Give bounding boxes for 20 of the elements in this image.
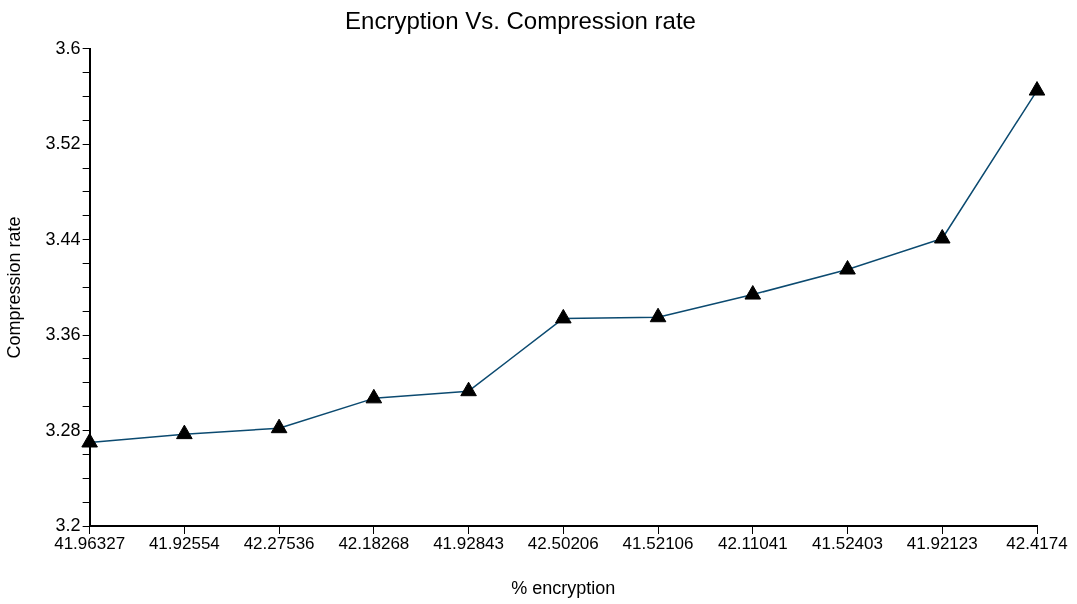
y-tick-label: 3.44 [45,228,81,249]
x-tick-label: 42.50206 [527,533,599,553]
x-tick-label: 41.92554 [148,533,220,553]
x-tick-label: 42.27536 [243,533,315,553]
x-tick-label: 41.96327 [54,533,126,553]
x-tick-label: 41.52106 [622,533,694,553]
y-tick-label: 3.2 [55,514,81,535]
x-tick-label: 42.18268 [338,533,410,553]
y-axis-title: Compression rate [3,216,24,359]
x-axis-title: % encryption [511,578,616,599]
x-tick-label: 41.92123 [906,533,978,553]
x-tick-label: 41.92843 [433,533,505,553]
y-tick-label: 3.6 [55,37,81,58]
chart-title: Encryption Vs. Compression rate [345,7,696,35]
x-tick-label: 41.52403 [812,533,883,553]
x-tick-label: 42.11041 [717,533,788,553]
y-tick-label: 3.52 [45,133,81,154]
y-tick-label: 3.28 [45,419,81,440]
x-tick-label: 42.4174 [1006,533,1068,553]
y-tick-label: 3.36 [45,324,81,345]
